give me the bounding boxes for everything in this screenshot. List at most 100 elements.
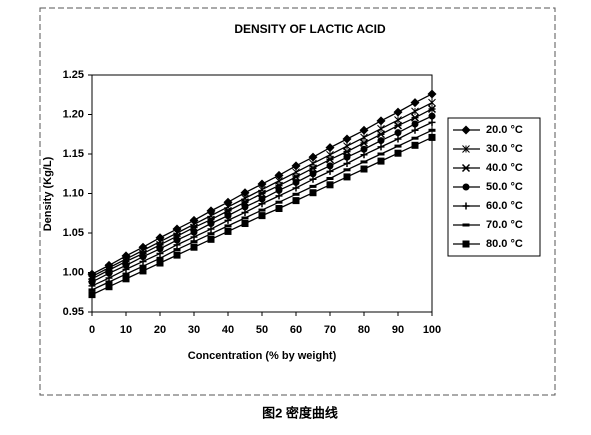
- marker: [122, 261, 130, 269]
- marker: [428, 112, 436, 120]
- marker: [360, 160, 368, 164]
- marker: [394, 135, 402, 143]
- y-axis-label: Density (Kg/L): [42, 156, 54, 231]
- marker: [241, 216, 249, 220]
- marker: [275, 200, 283, 204]
- marker: [105, 283, 113, 291]
- marker: [427, 104, 437, 114]
- marker: [326, 181, 334, 189]
- marker: [257, 189, 267, 198]
- legend-label: 30.0 °C: [486, 143, 523, 155]
- marker: [308, 152, 318, 162]
- marker: [343, 173, 351, 181]
- marker: [393, 107, 403, 117]
- marker: [377, 143, 385, 151]
- marker: [139, 264, 147, 268]
- marker: [275, 205, 283, 213]
- marker: [377, 157, 385, 165]
- marker: [173, 241, 181, 249]
- marker: [325, 143, 335, 153]
- marker: [88, 278, 96, 286]
- marker: [394, 149, 402, 157]
- marker: [309, 175, 317, 183]
- marker: [394, 129, 402, 137]
- marker: [105, 274, 113, 282]
- legend-label: 50.0 °C: [486, 181, 523, 193]
- marker: [291, 172, 301, 181]
- marker: [343, 153, 351, 161]
- marker: [105, 269, 113, 277]
- marker: [411, 136, 419, 140]
- marker: [190, 240, 198, 244]
- x-tick-label: 40: [222, 324, 234, 336]
- x-tick-label: 30: [188, 324, 200, 336]
- marker: [292, 192, 300, 196]
- marker: [326, 162, 334, 170]
- marker: [156, 256, 164, 260]
- marker: [427, 89, 437, 99]
- x-tick-label: 80: [358, 324, 370, 336]
- marker: [173, 251, 181, 259]
- marker: [240, 188, 250, 198]
- marker: [241, 208, 249, 216]
- legend-marker: [462, 240, 470, 248]
- y-tick-label: 0.95: [63, 306, 84, 318]
- marker: [224, 227, 232, 235]
- marker: [360, 151, 368, 159]
- marker: [410, 113, 420, 122]
- marker: [258, 200, 266, 208]
- legend-marker: [461, 125, 471, 135]
- marker: [105, 280, 113, 284]
- x-tick-label: 50: [256, 324, 268, 336]
- marker: [88, 291, 96, 299]
- legend-marker: [462, 183, 470, 191]
- legend-label: 80.0 °C: [486, 238, 523, 250]
- y-tick-label: 1.15: [63, 148, 84, 160]
- marker: [190, 233, 198, 241]
- y-tick-label: 1.20: [63, 108, 84, 120]
- marker: [207, 220, 215, 228]
- y-tick-label: 1.05: [63, 227, 84, 239]
- marker: [377, 137, 385, 145]
- marker: [139, 267, 147, 275]
- marker: [309, 189, 317, 197]
- marker: [190, 228, 198, 236]
- marker: [376, 130, 386, 139]
- legend-marker: [461, 163, 471, 173]
- marker: [156, 250, 164, 258]
- marker: [376, 116, 386, 126]
- marker: [292, 184, 300, 192]
- marker: [88, 288, 96, 292]
- marker: [410, 98, 420, 108]
- x-tick-label: 20: [154, 324, 166, 336]
- x-axis-label: Concentration (% by weight): [188, 350, 337, 362]
- x-tick-label: 0: [89, 324, 95, 336]
- marker: [411, 107, 419, 116]
- marker: [394, 144, 402, 148]
- legend-label: 70.0 °C: [486, 219, 523, 231]
- marker: [342, 147, 352, 156]
- marker: [275, 192, 283, 200]
- marker: [224, 212, 232, 220]
- y-tick-label: 1.00: [63, 266, 84, 278]
- marker: [173, 236, 181, 244]
- legend-marker: [462, 145, 470, 153]
- marker: [274, 170, 284, 180]
- marker: [292, 197, 300, 205]
- legend-label: 40.0 °C: [486, 162, 523, 174]
- marker: [411, 126, 419, 134]
- marker: [207, 232, 215, 236]
- marker: [122, 265, 130, 273]
- marker: [258, 195, 266, 203]
- marker: [173, 248, 181, 252]
- marker: [291, 161, 301, 171]
- marker: [411, 141, 419, 149]
- marker: [342, 134, 352, 144]
- marker: [207, 235, 215, 243]
- marker: [257, 179, 267, 189]
- marker: [360, 165, 368, 173]
- marker: [258, 208, 266, 212]
- y-tick-label: 1.10: [63, 187, 84, 199]
- legend-marker: [462, 223, 470, 227]
- marker: [359, 138, 369, 147]
